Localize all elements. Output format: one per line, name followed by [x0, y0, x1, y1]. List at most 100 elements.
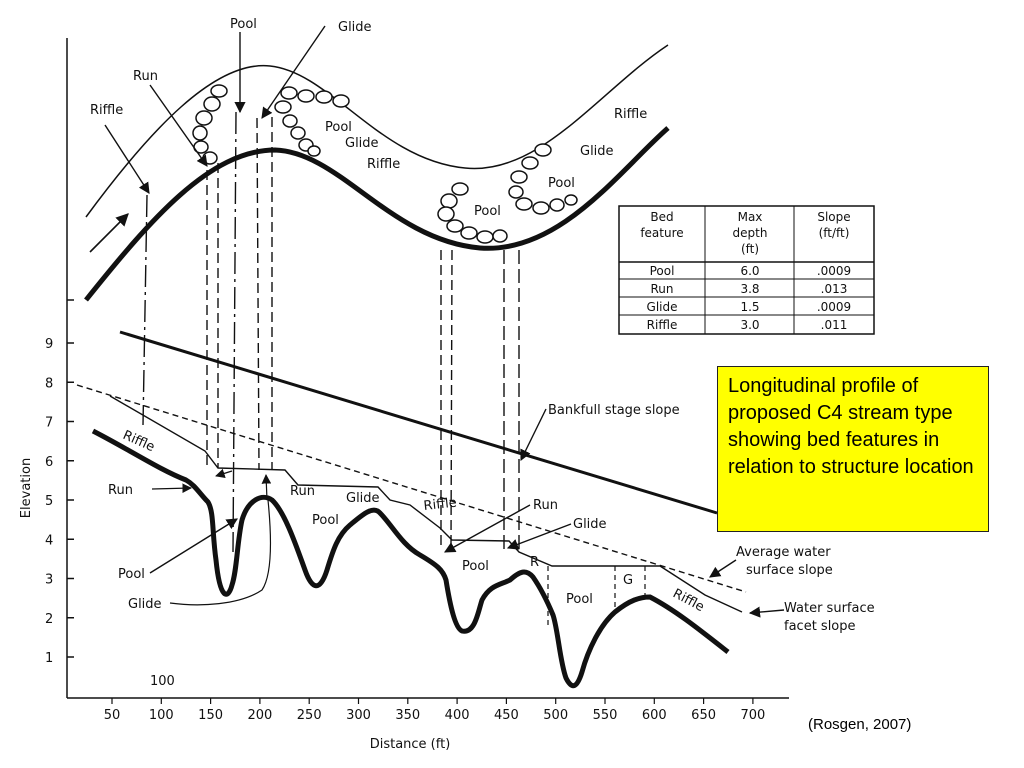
profile-axes: [66, 38, 789, 699]
label-pool-right1-profile: Pool: [462, 559, 489, 574]
label-run-left-profile: Run: [108, 483, 133, 498]
callout-avg-water-1: Average water: [736, 545, 831, 560]
label-g-profile: G: [623, 573, 633, 588]
label-pool-mid: Pool: [325, 120, 352, 135]
th-depth-1: Max: [738, 210, 763, 224]
label-run: Run: [133, 69, 158, 84]
x-tick-label: 300: [346, 708, 371, 723]
average-water-surface-line: [76, 384, 747, 593]
cell-run-slope: .013: [821, 282, 848, 296]
cell-pool-depth: 6.0: [740, 264, 759, 278]
label-pool-top: Pool: [230, 17, 257, 32]
label-pool-right2-profile: Pool: [566, 592, 593, 607]
cobble-cluster-top: [274, 86, 350, 157]
label-run-mid-profile: Run: [290, 484, 315, 499]
run-right-leader: [444, 504, 531, 553]
y-tick-label: 9: [45, 337, 53, 352]
label-riffle-right: Riffle: [614, 107, 647, 122]
x-tick-label: 350: [395, 708, 420, 723]
note-text: Longitudinal profile of proposed C4 stre…: [728, 375, 974, 478]
label-glide-mid-profile: Glide: [346, 491, 380, 506]
glide-right-leader: [506, 523, 572, 550]
corner-label: 100: [150, 674, 175, 689]
label-riffle-mid: Riffle: [367, 157, 400, 172]
label-glide-left-profile: Glide: [128, 597, 162, 612]
x-tick-label: 250: [297, 708, 322, 723]
cobble-cluster-left: [192, 84, 228, 165]
y-axis-ticks: 1 2 3 4 5 6 7 8 9: [45, 299, 74, 666]
y-tick-label: 6: [45, 455, 53, 470]
y-tick-label: 5: [45, 494, 53, 509]
label-pool-right: Pool: [548, 176, 575, 191]
plan-view: [84, 25, 670, 302]
label-glide-right: Glide: [580, 144, 614, 159]
label-glide-mid: Glide: [345, 136, 379, 151]
x-tick-label: 650: [691, 708, 716, 723]
cell-pool-slope: .0009: [817, 264, 851, 278]
bankfull-stage-line: [119, 330, 718, 515]
callout-avg-water-2: surface slope: [746, 563, 833, 578]
y-tick-label: 4: [45, 533, 53, 548]
facet-leader: [748, 606, 785, 618]
upper-bank-line: [85, 44, 669, 218]
label-glide-top: Glide: [338, 20, 372, 35]
riffle-leader: [104, 124, 150, 194]
label-pool-bottom: Pool: [474, 204, 501, 219]
y-axis-label: Elevation: [19, 458, 34, 518]
glide-top-leader: [261, 25, 326, 119]
th-bed-2: feature: [640, 226, 683, 240]
th-slope-2: (ft/ft): [819, 226, 850, 240]
cell-riffle-slope: .011: [821, 318, 848, 332]
flow-arrow-icon: [89, 213, 129, 253]
label-pool-left-profile: Pool: [118, 567, 145, 582]
label-pool-mid-profile: Pool: [312, 513, 339, 528]
cell-run-depth: 3.8: [740, 282, 759, 296]
x-tick-label: 50: [104, 708, 121, 723]
citation: (Rosgen, 2007): [808, 716, 912, 733]
cell-riffle-feature: Riffle: [647, 318, 678, 332]
cell-riffle-depth: 3.0: [740, 318, 759, 332]
cobble-cluster-bottom: [437, 182, 508, 244]
y-tick-label: 1: [45, 651, 53, 666]
bed-profile-line: [91, 428, 730, 689]
th-depth-2: depth: [733, 226, 768, 240]
cell-glide-slope: .0009: [817, 300, 851, 314]
label-r-profile: R: [530, 555, 539, 570]
profile-lines: [76, 330, 785, 689]
lower-bank-line: [84, 126, 670, 302]
water-surface-facet-line: [109, 395, 743, 613]
th-depth-3: (ft): [741, 242, 759, 256]
label-glide-right-profile: Glide: [573, 517, 607, 532]
callout-bankfull: Bankfull stage slope: [548, 403, 680, 418]
run-mid-leader: [261, 474, 272, 501]
plan-view-labels: Pool Glide Run Riffle Pool Glide Riffle …: [90, 17, 647, 219]
th-slope-1: Slope: [817, 210, 850, 224]
callout-facet-1: Water surface: [784, 601, 875, 616]
callout-facet-2: facet slope: [784, 619, 856, 634]
x-tick-label: 100: [149, 708, 174, 723]
label-riffle-left: Riffle: [90, 103, 123, 118]
x-tick-label: 400: [445, 708, 470, 723]
y-tick-label: 8: [45, 376, 53, 391]
x-tick-label: 150: [198, 708, 223, 723]
th-bed-1: Bed: [650, 210, 673, 224]
x-tick-label: 500: [543, 708, 568, 723]
run-left-leader: [151, 483, 192, 494]
x-tick-label: 700: [740, 708, 765, 723]
run-leader: [149, 84, 208, 167]
label-riffle-mid-profile: Riffle: [423, 496, 458, 514]
bankfull-leader: [520, 408, 547, 462]
yellow-note-box: Longitudinal profile of proposed C4 stre…: [717, 366, 989, 532]
glide-curve-left: [169, 499, 272, 606]
cell-glide-depth: 1.5: [740, 300, 759, 314]
x-tick-label: 600: [642, 708, 667, 723]
x-axis-label: Distance (ft): [370, 737, 451, 752]
x-tick-label: 550: [593, 708, 618, 723]
y-tick-label: 2: [45, 612, 53, 627]
y-tick-label: 7: [45, 416, 53, 431]
cell-glide-feature: Glide: [647, 300, 678, 314]
y-tick-label: 3: [45, 573, 53, 588]
cell-run-feature: Run: [650, 282, 673, 296]
x-tick-label: 450: [494, 708, 519, 723]
